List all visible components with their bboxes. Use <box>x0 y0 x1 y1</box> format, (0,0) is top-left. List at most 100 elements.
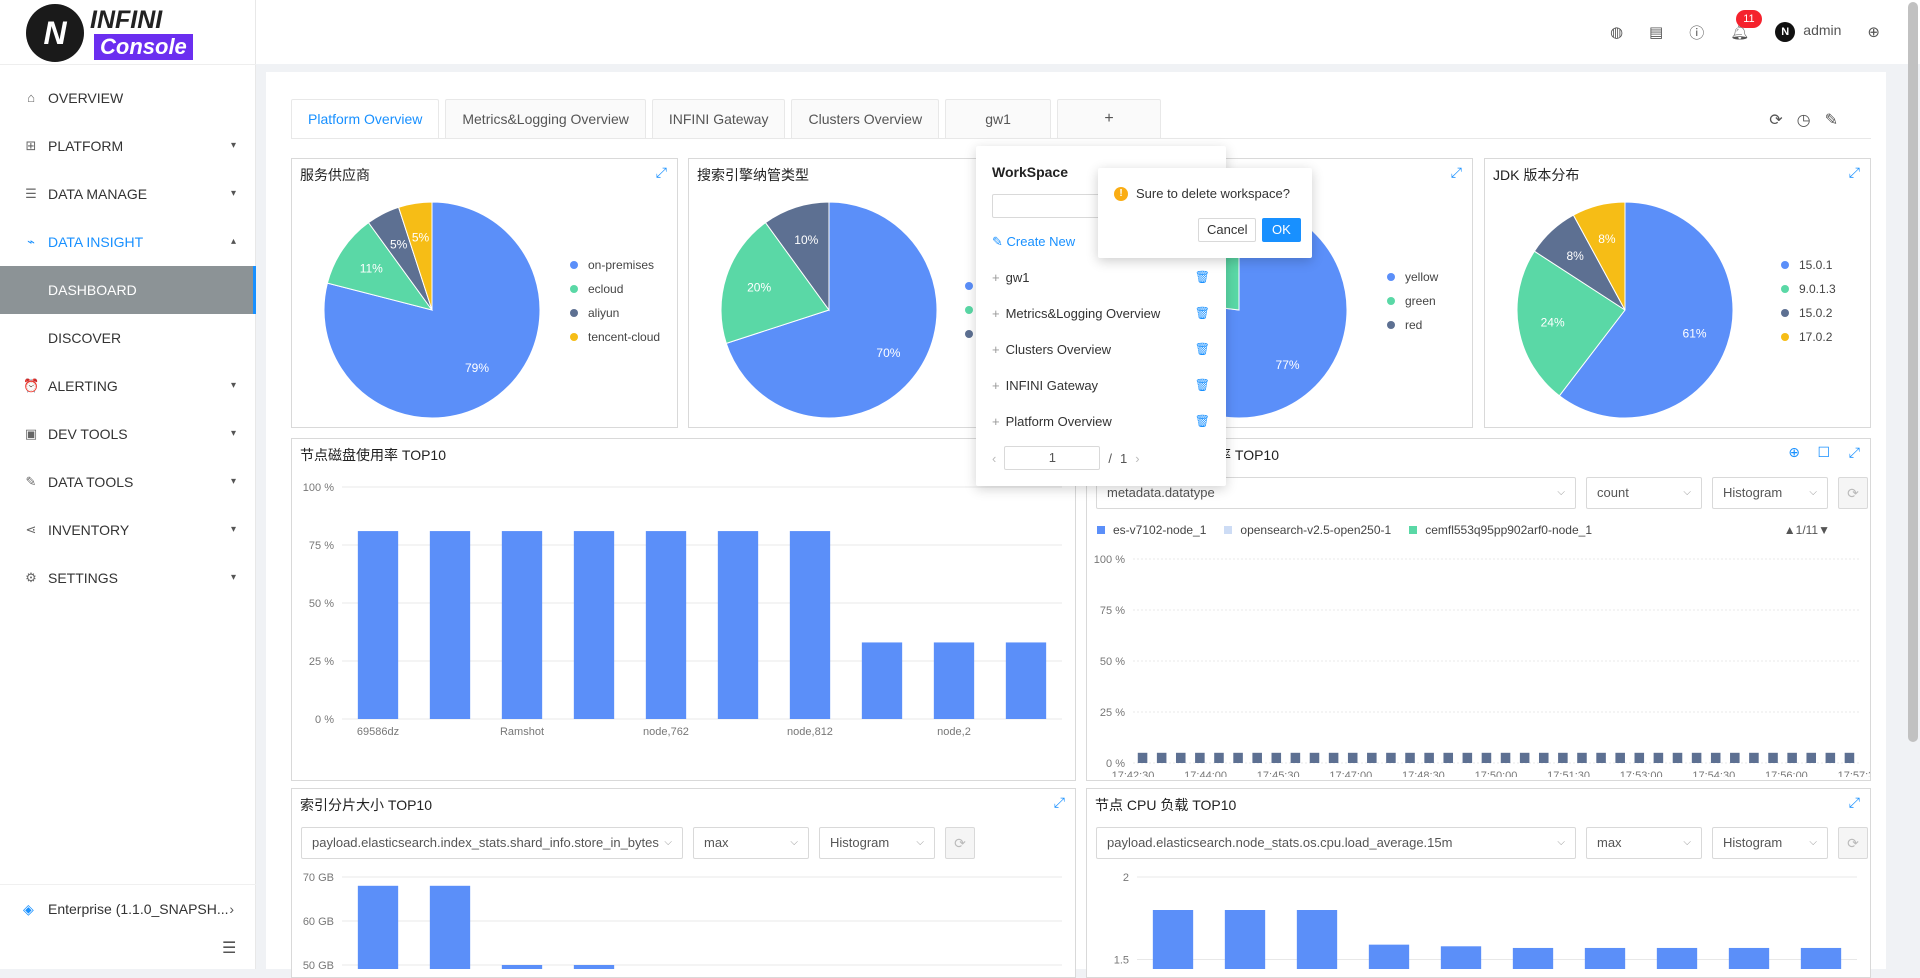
delete-icon[interactable]: 🗑︎ <box>1194 378 1210 392</box>
workspace-item[interactable]: + Clusters Overview 🗑︎ <box>992 342 1210 357</box>
sidebar-item-data-manage[interactable]: ☰ DATA MANAGE ▾ <box>0 170 256 218</box>
reload-button[interactable]: ⟳ <box>945 827 975 859</box>
pie-label: 79% <box>465 361 489 375</box>
sidebar-item-settings[interactable]: ⚙ SETTINGS ▾ <box>0 554 256 602</box>
viz-select[interactable]: Histogram ⌵ <box>1712 827 1828 859</box>
console-icon[interactable]: ▤ <box>1649 24 1664 41</box>
bar <box>1800 947 1842 969</box>
workspace-item[interactable]: + Platform Overview 🗑︎ <box>992 414 1210 429</box>
workspace-search-input[interactable] <box>992 194 1112 218</box>
expand-icon[interactable]: ⤢ <box>1053 794 1065 810</box>
bar <box>789 531 831 719</box>
cancel-button[interactable]: Cancel <box>1198 218 1257 242</box>
refresh-icon[interactable]: ⟳ <box>1769 112 1783 129</box>
workspace-item[interactable]: + Metrics&Logging Overview 🗑︎ <box>992 306 1210 321</box>
agg-select[interactable]: max ⌵ <box>1586 827 1702 859</box>
delete-icon[interactable]: 🗑︎ <box>1194 306 1210 320</box>
legend-label: es-v7102-node_1 <box>1113 523 1207 537</box>
legend-label: green <box>1405 294 1436 308</box>
reload-button[interactable]: ⟳ <box>1838 827 1868 859</box>
pie-slice <box>1516 250 1626 397</box>
delete-icon[interactable]: 🗑︎ <box>1194 414 1210 428</box>
page-input[interactable]: 1 <box>1004 446 1101 470</box>
clock-icon[interactable]: ◷ <box>1796 112 1811 129</box>
help-icon[interactable]: ⓘ <box>1689 24 1705 42</box>
field-select[interactable]: payload.elasticsearch.node_stats.os.cpu.… <box>1096 827 1576 859</box>
expand-icon[interactable]: ⤢ <box>1450 164 1462 180</box>
prev-page-icon[interactable]: ‹ <box>992 450 997 466</box>
bar <box>1386 752 1396 763</box>
card-title: 节点磁盘使用率 TOP10 <box>300 447 446 463</box>
menu-fold-icon[interactable]: ☰ <box>222 940 237 957</box>
bar <box>357 531 399 719</box>
edition-info[interactable]: ◈ Enterprise (1.1.0_SNAPSH... › <box>0 884 256 932</box>
sidebar-item-discover[interactable]: DISCOVER <box>0 314 256 362</box>
bar <box>933 642 975 719</box>
globe-icon[interactable]: ⊕ <box>1867 24 1880 41</box>
sidebar-item-inventory[interactable]: ⋖ INVENTORY ▾ <box>0 506 256 554</box>
tab-gw1[interactable]: gw1 <box>945 99 1052 139</box>
expand-icon[interactable]: ⤢ <box>1848 444 1860 460</box>
tab-platform-overview[interactable]: Platform Overview <box>291 99 440 139</box>
legend-pager[interactable]: ▲1/11▼ <box>1783 523 1830 537</box>
edition-label: Enterprise (1.1.0_SNAPSH... <box>48 901 229 917</box>
diamond-icon: ◈ <box>23 901 34 917</box>
next-page-icon[interactable]: › <box>1135 450 1140 466</box>
bar <box>861 642 903 719</box>
tab-metrics-logging[interactable]: Metrics&Logging Overview <box>445 99 646 139</box>
fullscreen-icon[interactable]: ☐ <box>1817 444 1830 460</box>
bar <box>1672 752 1683 763</box>
sidebar-item-alerting[interactable]: ⏰ ALERTING ▾ <box>0 362 256 410</box>
delete-icon[interactable]: 🗑︎ <box>1194 342 1210 356</box>
sidebar-item-data-insight[interactable]: ⌁ DATA INSIGHT ▴ <box>0 218 256 266</box>
sidebar-item-dashboard[interactable]: DASHBOARD <box>0 266 256 314</box>
workspace-item[interactable]: + INFINI Gateway 🗑︎ <box>992 378 1210 393</box>
bar <box>1577 752 1587 763</box>
sidebar-item-dev-tools[interactable]: ▣ DEV TOOLS ▾ <box>0 410 256 458</box>
field-select[interactable]: payload.elasticsearch.index_stats.shard_… <box>301 827 683 859</box>
expand-icon[interactable]: ⤢ <box>655 164 667 180</box>
edit-icon[interactable]: ✎ <box>1824 112 1838 129</box>
workspace-item[interactable]: + gw1 🗑︎ <box>992 270 1210 285</box>
sidebar-item-overview[interactable]: ⌂ OVERVIEW <box>0 74 256 122</box>
bar <box>1309 752 1320 763</box>
viz-select[interactable]: Histogram ⌵ <box>819 827 935 859</box>
delete-icon[interactable]: 🗑︎ <box>1194 270 1210 284</box>
legend-label: tencent-cloud <box>588 330 661 344</box>
page-scrollbar[interactable] <box>1908 2 1918 742</box>
ok-button[interactable]: OK <box>1262 218 1301 242</box>
tab-clusters-overview[interactable]: Clusters Overview <box>791 99 940 139</box>
card-shard-size: 索引分片大小 TOP10 ⤢ payload.elasticsearch.ind… <box>291 788 1076 978</box>
agg-select[interactable]: count ⌵ <box>1586 477 1702 509</box>
activity-icon[interactable]: ◍ <box>1609 24 1624 41</box>
pie-chart: 79% 11% 5% 5% <box>323 201 541 419</box>
agg-select[interactable]: max ⌵ <box>693 827 809 859</box>
sidebar-item-data-tools[interactable]: ✎ DATA TOOLS ▾ <box>0 458 256 506</box>
viz-select[interactable]: Histogram ⌵ <box>1712 477 1828 509</box>
bar <box>1584 947 1626 969</box>
x-tick-label: 17:44:00 <box>1184 770 1227 777</box>
y-tick-label: 2 <box>1123 872 1129 884</box>
zoom-in-icon[interactable]: ⊕ <box>1788 444 1800 460</box>
legend-label: aliyun <box>588 306 620 320</box>
area-chart-icon: ⌁ <box>27 234 35 249</box>
legend-dot <box>965 306 973 314</box>
tab-infini-gateway[interactable]: INFINI Gateway <box>651 99 786 139</box>
app-logo[interactable]: N INFINI Console <box>26 4 226 62</box>
sidebar-item-platform[interactable]: ⊞ PLATFORM ▾ <box>0 122 256 170</box>
pie-label: 20% <box>747 280 771 294</box>
logo-console-text: Console <box>94 34 193 60</box>
bar <box>1214 752 1224 763</box>
legend: yellow green red <box>1387 265 1438 337</box>
expand-icon[interactable]: ⤢ <box>1848 794 1860 810</box>
expand-icon[interactable]: ⤢ <box>1848 164 1860 180</box>
sidebar-item-label: DATA TOOLS <box>48 474 134 490</box>
add-tab-button[interactable]: + <box>1057 99 1162 139</box>
bar <box>1328 752 1339 763</box>
reload-button[interactable]: ⟳ <box>1838 477 1868 509</box>
legend: es-v7102-node_1 opensearch-v2.5-open250-… <box>1097 523 1592 537</box>
bell-icon[interactable]: 🔔︎ 11 <box>1730 10 1762 41</box>
create-workspace-button[interactable]: ✎ Create New <box>992 234 1076 249</box>
